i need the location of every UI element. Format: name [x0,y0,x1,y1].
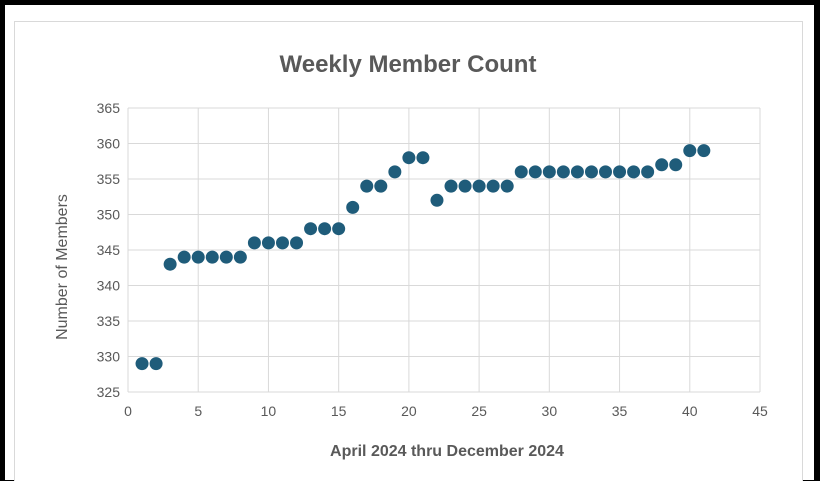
chart-frame: 325 330 335 340 345 350 355 360 365 0 5 10 15 20 25 30 3… [5,5,814,481]
data-point [669,158,683,172]
data-point [177,250,191,264]
x-tick-label: 0 [124,403,132,419]
data-point [430,193,444,207]
y-tick-label: 325 [97,384,121,400]
tick-labels: 325 330 335 340 345 350 355 360 365 0 5 10 15 20 25 30 3… [97,100,768,419]
x-tick-label: 35 [612,403,628,419]
y-tick-label: 355 [97,171,121,187]
data-point [275,236,289,250]
chart-area: 325 330 335 340 345 350 355 360 365 0 5 10 15 20 25 30 3… [14,21,803,481]
data-point [332,222,346,236]
data-point [388,165,402,179]
y-tick-label: 330 [97,349,121,365]
x-tick-label: 40 [682,403,698,419]
data-point [261,236,275,250]
data-point [318,222,332,236]
chart-title: Weekly Member Count [280,51,537,78]
data-point [472,179,486,193]
data-point [163,257,177,271]
y-tick-label: 350 [97,207,121,223]
x-tick-label: 45 [752,403,768,419]
y-tick-label: 335 [97,313,121,329]
y-tick-label: 340 [97,278,121,294]
data-point [416,151,430,165]
x-tick-label: 10 [261,403,277,419]
x-tick-label: 25 [471,403,487,419]
data-point [304,222,318,236]
data-point [219,250,233,264]
data-point [584,165,598,179]
data-point [500,179,514,193]
data-point [360,179,374,193]
data-point [233,250,247,264]
data-point [627,165,641,179]
data-point [486,179,500,193]
y-tick-label: 360 [97,136,121,152]
data-point [458,179,472,193]
data-point [641,165,655,179]
data-point [514,165,528,179]
data-point [613,165,627,179]
data-point [683,144,697,158]
x-tick-label: 30 [542,403,558,419]
data-point [346,200,360,214]
data-point [191,250,205,264]
x-axis-label: April 2024 thru December 2024 [330,443,564,460]
x-tick-label: 15 [331,403,347,419]
data-point [556,165,570,179]
data-point [542,165,556,179]
data-point [599,165,613,179]
y-tick-label: 345 [97,242,121,258]
data-point [135,357,149,371]
data-point [528,165,542,179]
y-tick-label: 365 [97,100,121,116]
x-tick-label: 5 [194,403,202,419]
data-point [655,158,669,172]
data-point [205,250,219,264]
data-point [149,357,163,371]
data-points [135,144,711,371]
x-tick-label: 20 [401,403,417,419]
y-axis-label: Number of Members [54,194,71,340]
data-point [697,144,711,158]
gridlines [127,107,761,393]
scatter-chart: 325 330 335 340 345 350 355 360 365 0 5 10 15 20 25 30 3… [54,51,768,460]
data-point [247,236,261,250]
data-point [570,165,584,179]
data-point [444,179,458,193]
data-point [290,236,304,250]
data-point [374,179,388,193]
data-point [402,151,416,165]
